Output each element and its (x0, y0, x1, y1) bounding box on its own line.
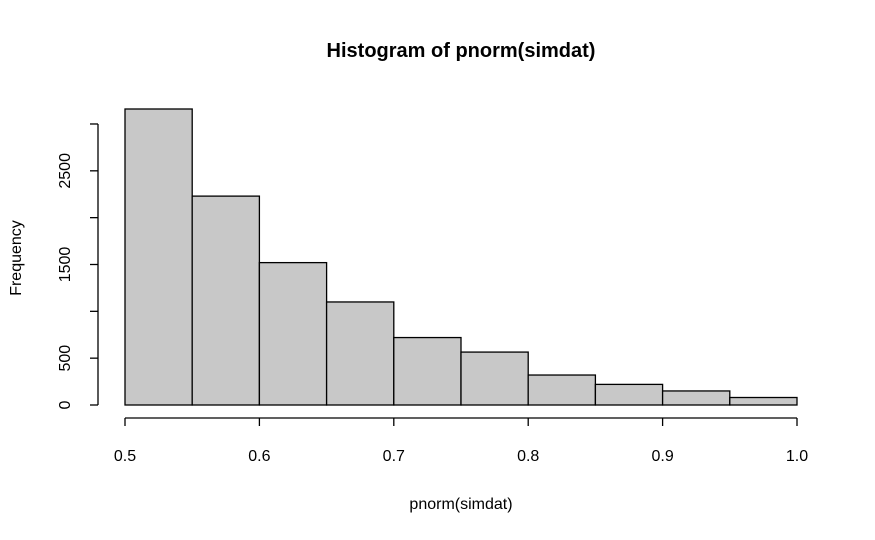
histogram-bar (527, 374, 597, 406)
histogram-bar (594, 383, 664, 406)
histogram-bar (325, 301, 395, 406)
bars-group (124, 108, 798, 406)
y-tick-label: 1500 (57, 247, 74, 283)
x-tick-label: 0.8 (517, 448, 539, 465)
histogram-bar (124, 108, 193, 406)
histogram-bar (460, 351, 529, 406)
x-axis: 0.5 0.6 0.7 0.8 0.9 1.0 (114, 417, 808, 465)
histogram-bar (191, 195, 261, 406)
y-tick-label: 2500 (57, 153, 74, 189)
histogram-bar (258, 261, 328, 406)
x-tick-label: 1.0 (786, 448, 808, 465)
chart-title: Histogram of pnorm(simdat) (327, 40, 596, 62)
histogram-bar (661, 390, 731, 406)
y-tick-label: 500 (57, 345, 74, 372)
x-tick-label: 0.7 (383, 448, 405, 465)
y-tick-label: 0 (57, 400, 74, 409)
y-axis-label: Frequency (8, 220, 25, 296)
y-axis: 0 500 1500 2500 (57, 123, 99, 409)
x-tick-label: 0.5 (114, 448, 136, 465)
x-axis-label: pnorm(simdat) (409, 496, 512, 513)
histogram-bar (393, 336, 462, 406)
histogram-bar (729, 396, 798, 406)
x-tick-label: 0.6 (248, 448, 270, 465)
x-tick-label: 0.9 (651, 448, 673, 465)
